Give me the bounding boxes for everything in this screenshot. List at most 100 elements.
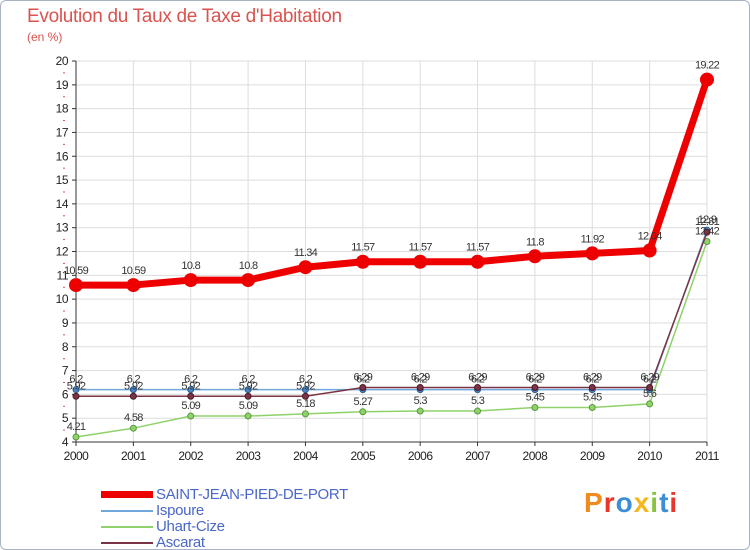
- x-tick-label: 2006: [408, 449, 434, 463]
- data-label: 12.42: [695, 225, 720, 237]
- data-label: 6.2: [241, 374, 255, 386]
- series-line-2: [75, 240, 708, 438]
- data-label: 6.2: [127, 374, 141, 386]
- data-label: 12.04: [638, 231, 663, 243]
- data-point: [413, 254, 428, 269]
- data-point: [301, 392, 309, 400]
- y-tick-label: 12: [56, 245, 69, 259]
- legend-label: SAINT-JEAN-PIED-DE-PORT: [156, 486, 349, 503]
- data-label: 10.8: [181, 260, 200, 272]
- data-point: [241, 273, 256, 288]
- y-tick-label: 11: [57, 268, 69, 282]
- data-label: 6.2: [528, 374, 542, 386]
- data-label: 12.9: [698, 214, 717, 226]
- data-label: 6.29: [354, 371, 373, 383]
- data-point: [129, 424, 137, 432]
- y-tick-label: 15: [56, 173, 69, 187]
- x-tick-label: 2010: [637, 449, 663, 463]
- data-point: [244, 412, 252, 420]
- data-point: [72, 392, 80, 400]
- data-point: [244, 386, 252, 394]
- x-tick-label: 2011: [695, 449, 720, 463]
- x-tick-label: 2003: [236, 449, 262, 463]
- y-tick-label: 19: [56, 78, 69, 92]
- logo-letter: x: [633, 487, 651, 518]
- data-point: [129, 392, 137, 400]
- data-label: 5.09: [239, 400, 258, 412]
- data-point: [72, 433, 80, 441]
- data-point: [187, 392, 195, 400]
- chart-title: Evolution du Taux de Taxe d'Habitation: [27, 6, 342, 27]
- data-point: [359, 408, 367, 416]
- y-tick-label: 13: [56, 221, 69, 235]
- data-label: 11.92: [581, 233, 605, 245]
- data-point: [244, 392, 252, 400]
- logo-letter: o: [615, 487, 634, 518]
- y-tick-label: 10: [56, 292, 69, 306]
- data-label: 6.2: [356, 374, 370, 386]
- data-label: 5.3: [471, 395, 485, 407]
- series-line-1: [75, 229, 708, 391]
- series-line-3: [75, 231, 708, 398]
- data-point: [69, 278, 83, 293]
- x-tick-label: 2008: [523, 449, 549, 463]
- data-label: 6.29: [468, 371, 487, 383]
- data-label: 5.18: [296, 398, 315, 410]
- data-point: [642, 243, 657, 258]
- data-label: 6.2: [299, 374, 313, 386]
- data-point: [646, 400, 654, 408]
- legend-swatch: [101, 526, 153, 528]
- data-label: 6.29: [526, 371, 545, 383]
- data-label: 11.8: [526, 236, 544, 248]
- x-tick-label: 2007: [465, 449, 491, 463]
- data-label: 19.22: [695, 60, 720, 72]
- data-label: 5.27: [354, 396, 373, 408]
- data-label: 5.92: [67, 380, 86, 392]
- data-label: 5.92: [181, 380, 200, 392]
- x-tick-label: 2001: [121, 449, 147, 463]
- data-point: [470, 254, 485, 269]
- data-point: [416, 383, 424, 391]
- data-label: 5.09: [181, 400, 200, 412]
- data-point: [187, 412, 195, 420]
- data-point: [646, 383, 654, 391]
- logo-letter: t: [659, 487, 670, 518]
- series-line-0: [72, 76, 711, 289]
- y-tick-label: 17: [56, 125, 69, 139]
- y-tick-label: 6: [62, 387, 69, 401]
- data-point: [416, 407, 424, 415]
- data-point: [129, 386, 137, 394]
- data-point: [527, 249, 542, 264]
- legend-label: Uhart-Cize: [156, 518, 225, 535]
- logo-letter: i: [650, 487, 660, 518]
- logo-letter: i: [669, 487, 679, 518]
- data-label: 5.92: [239, 380, 258, 392]
- data-point: [700, 72, 714, 87]
- data-label: 6.2: [184, 374, 198, 386]
- x-tick-label: 2009: [580, 449, 606, 463]
- data-label: 6.2: [414, 374, 428, 386]
- data-point: [474, 407, 482, 415]
- data-label: 10.59: [64, 265, 89, 277]
- y-tick-label: 4: [62, 435, 69, 449]
- legend-label: Ascarat: [156, 534, 205, 550]
- data-label: 11.57: [409, 242, 433, 254]
- data-label: 5.3: [414, 395, 428, 407]
- y-tick-label: 16: [56, 149, 69, 163]
- data-label: 5.6: [643, 388, 657, 400]
- data-point: [531, 403, 539, 411]
- legend-swatch: [101, 491, 153, 498]
- data-label: 5.45: [526, 391, 545, 403]
- data-label: 5.92: [124, 380, 143, 392]
- data-point: [474, 383, 482, 391]
- logo-letter: r: [603, 487, 616, 518]
- logo-letter: P: [584, 487, 604, 518]
- data-label: 6.29: [411, 371, 430, 383]
- data-label: 11.57: [351, 242, 375, 254]
- data-label: 6.29: [640, 371, 659, 383]
- data-point: [588, 383, 596, 391]
- y-tick-label: 14: [56, 197, 69, 211]
- data-label: 4.21: [67, 421, 86, 433]
- data-label: 10.59: [121, 265, 146, 277]
